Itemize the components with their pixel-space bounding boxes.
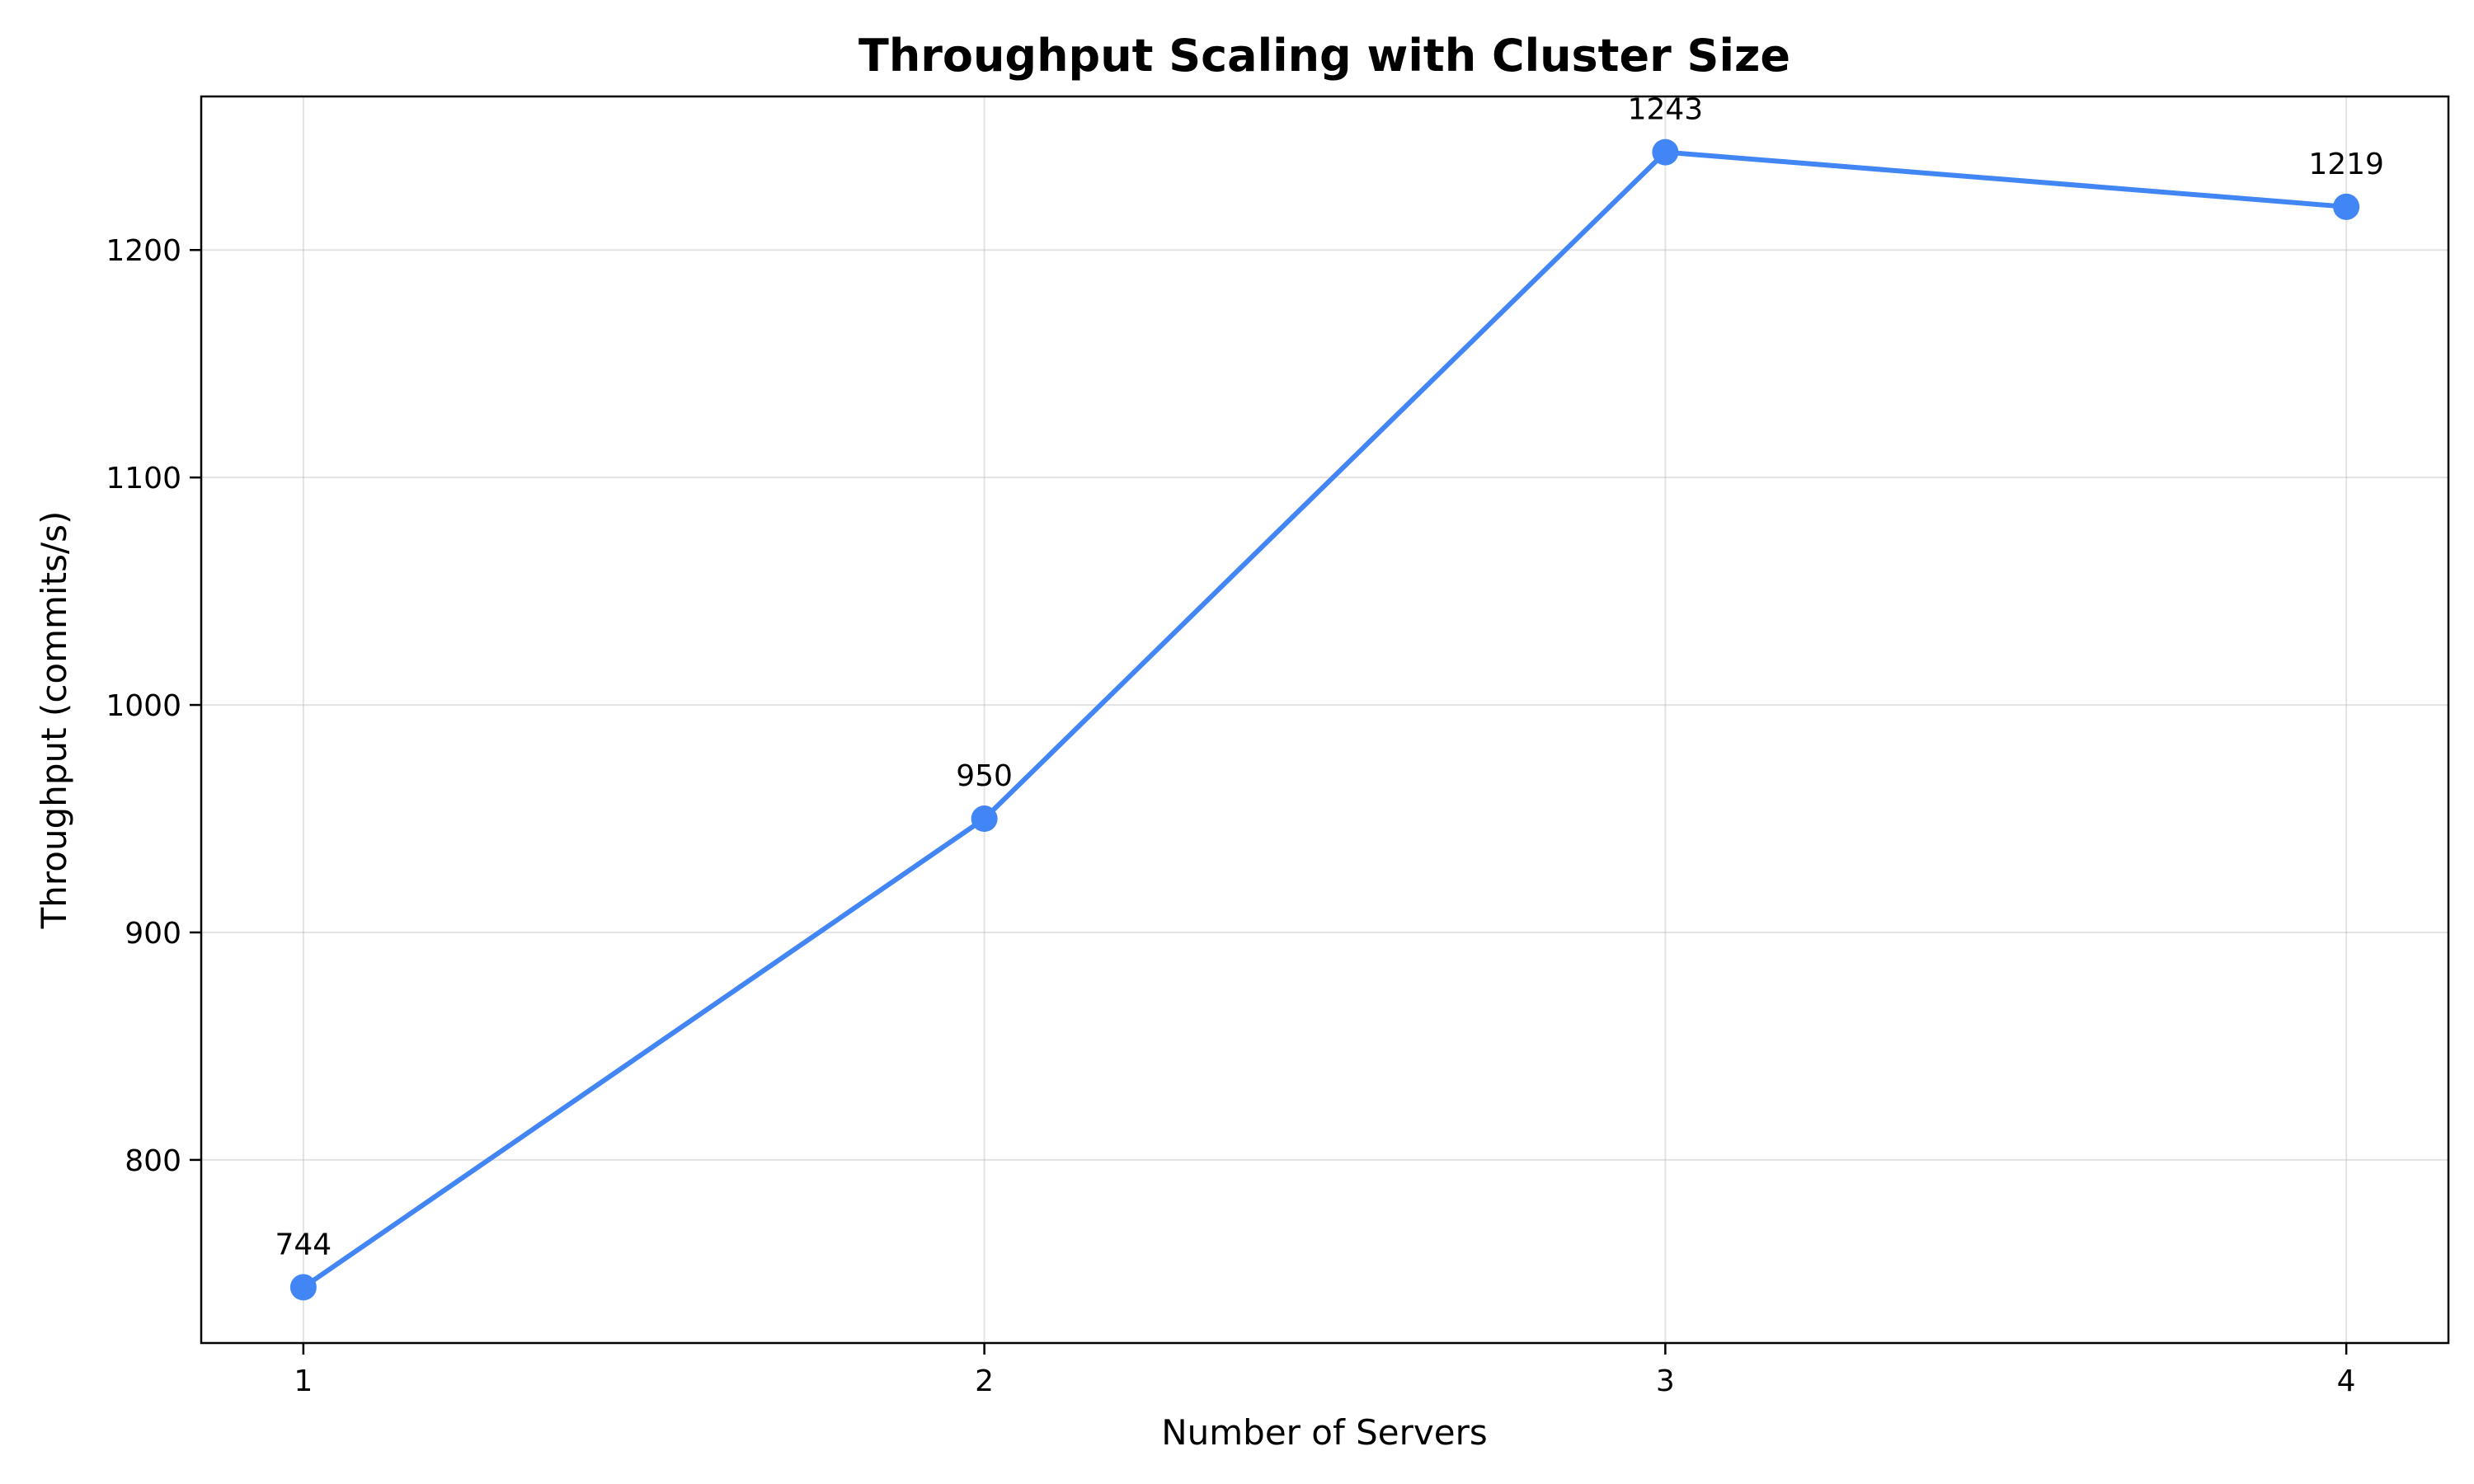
y-tick-label: 800 (125, 1144, 181, 1178)
data-point (1652, 139, 1678, 166)
data-label: 1243 (1628, 93, 1704, 127)
chart-title: Throughput Scaling with Cluster Size (858, 30, 1790, 82)
data-point (971, 805, 998, 832)
data-label: 744 (275, 1228, 332, 1261)
data-point (2333, 194, 2359, 220)
grid-lines (201, 96, 2448, 1343)
data-point (290, 1274, 317, 1300)
x-tick-label: 1 (294, 1364, 313, 1398)
plot-frame (201, 96, 2448, 1343)
y-tick-label: 1000 (106, 689, 181, 723)
x-tick-label: 4 (2337, 1364, 2356, 1398)
y-tick-label: 1100 (106, 462, 181, 495)
x-tick-label: 2 (975, 1364, 994, 1398)
x-axis-label: Number of Servers (1161, 1412, 1488, 1453)
data-label: 950 (956, 759, 1013, 793)
data-label: 1219 (2308, 148, 2384, 181)
y-tick-label: 1200 (106, 234, 181, 268)
series-layer: 744 950 1243 1219 (275, 93, 2384, 1301)
series-line (303, 153, 2346, 1288)
y-axis-label: Throughput (commits/s) (34, 511, 74, 930)
y-tick-label: 900 (125, 917, 181, 951)
axis-ticks: 1 2 3 4 800 900 1000 1100 1200 (106, 234, 2355, 1398)
x-tick-label: 3 (1656, 1364, 1675, 1398)
